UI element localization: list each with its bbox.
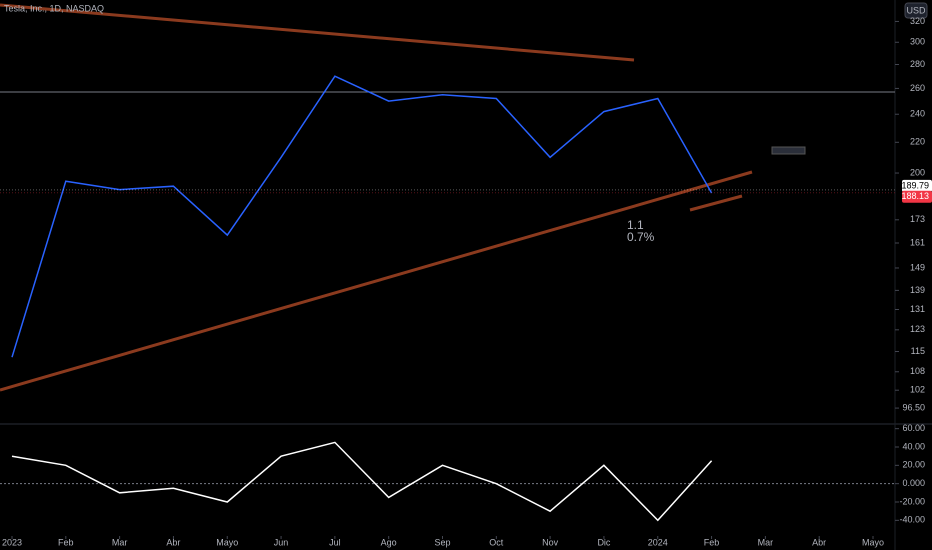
price-line (11, 75, 713, 358)
price-tag (902, 179, 932, 192)
x-tick-label: Jul (329, 537, 341, 547)
y-tick-label: 96.50 (902, 402, 925, 412)
y-tick-label: 115 (911, 346, 925, 356)
x-tick-label: Dic (597, 537, 610, 547)
x-tick-label: Abr (812, 537, 826, 547)
annotation-text: 0.7% (627, 230, 655, 244)
price-tag (902, 190, 932, 203)
x-tick-label: Oct (489, 537, 504, 547)
chart-title: Tesla, Inc., 1D, NASDAQ (4, 3, 104, 13)
x-tick-label: Feb (58, 537, 74, 547)
y-tick-label: 102 (910, 385, 925, 395)
x-tick-label: Nov (542, 537, 559, 547)
oscillator-line (11, 441, 713, 522)
x-tick-label: Mar (112, 537, 128, 547)
annotation-text: 1.1 (627, 218, 644, 232)
x-tick-label: Mar (758, 537, 774, 547)
currency-button[interactable] (904, 2, 928, 19)
y-tick-label: 131 (910, 304, 925, 314)
y-tick-label: 320 (910, 16, 925, 26)
y-tick-label: 220 (910, 137, 925, 147)
y-tick-label: 60.00 (902, 423, 925, 433)
y-tick-label: 240 (910, 109, 925, 119)
y-tick-label: -40.00 (899, 515, 925, 525)
y-tick-label: 123 (910, 324, 925, 334)
x-tick-label: Ago (381, 537, 397, 547)
y-tick-label: 280 (910, 59, 925, 69)
y-tick-label: 300 (910, 37, 925, 47)
trend-line (0, 3, 635, 62)
y-tick-label: 260 (910, 83, 925, 93)
x-tick-label: Sep (434, 537, 450, 547)
currency-label[interactable]: USD (906, 5, 926, 15)
y-tick-label: 40.00 (902, 441, 925, 451)
price-tag-label: 188.13 (901, 191, 929, 201)
y-tick-label: 149 (910, 262, 925, 272)
x-tick-label: Feb (704, 537, 720, 547)
y-tick-label: 200 (910, 167, 925, 177)
annotation-box (771, 146, 806, 155)
y-tick-label: 20.00 (902, 460, 925, 470)
x-tick-label: Jun (274, 537, 289, 547)
y-tick-label: 108 (910, 366, 925, 376)
price-tag-label: 189.79 (901, 180, 929, 190)
trend-line (0, 170, 753, 392)
trend-line (689, 194, 743, 212)
y-tick-label: 161 (910, 237, 925, 247)
x-tick-label: Mayo (862, 537, 884, 547)
x-tick-label: 2024 (648, 537, 668, 547)
x-tick-label: Abr (166, 537, 180, 547)
y-tick-label: 139 (910, 285, 925, 295)
x-tick-label: 2023 (2, 537, 22, 547)
x-tick-label: Mayo (216, 537, 238, 547)
y-tick-label: 173 (910, 214, 925, 224)
y-tick-label: 0.000 (902, 478, 925, 488)
y-tick-label: -20.00 (899, 496, 925, 506)
